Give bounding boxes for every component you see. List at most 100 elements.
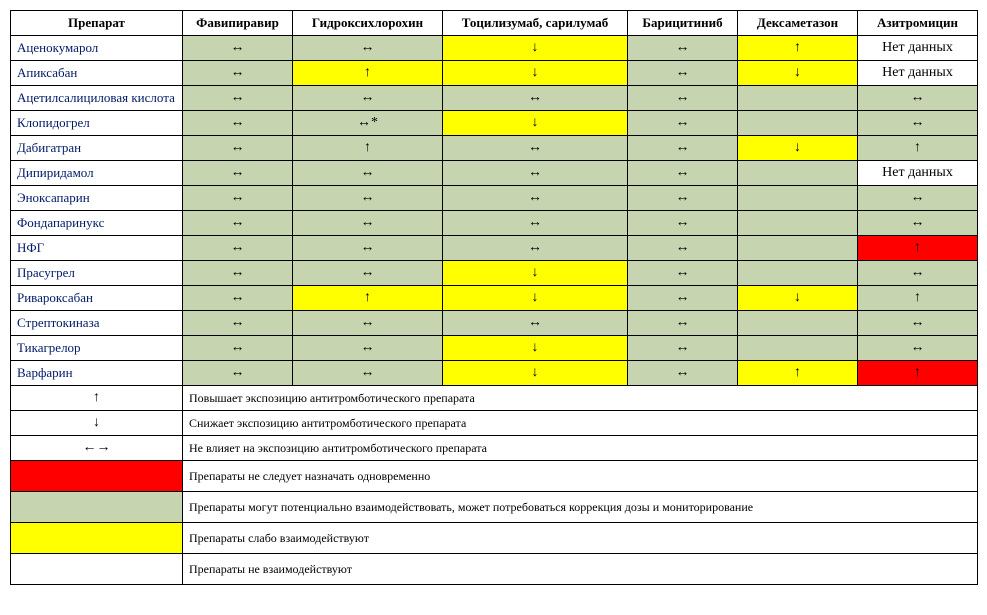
table-row: Дипиридамол↔↔↔↔Нет данных (11, 161, 978, 186)
drug-name-cell: Ацетилсалициловая кислота (11, 86, 183, 111)
drug-name-cell: Дипиридамол (11, 161, 183, 186)
interaction-cell: ↔ (628, 61, 738, 86)
interaction-cell: ↔ (858, 111, 978, 136)
interaction-cell: ↔ (628, 111, 738, 136)
legend-text: Препараты не взаимодействуют (183, 554, 978, 585)
interaction-cell: ↔ (183, 311, 293, 336)
interaction-cell: ↔* (293, 111, 443, 136)
interaction-cell: ↔ (183, 211, 293, 236)
interaction-cell: ↔ (293, 311, 443, 336)
interaction-cell (738, 236, 858, 261)
legend-row: Препараты не следует назначать одновреме… (11, 461, 978, 492)
interaction-cell (738, 336, 858, 361)
drug-name-cell: Аценокумарол (11, 36, 183, 61)
interaction-cell: ↔ (183, 61, 293, 86)
drug-name-cell: Дабигатран (11, 136, 183, 161)
interaction-cell: ↔ (628, 211, 738, 236)
col-header: Фавипиравир (183, 11, 293, 36)
drug-name-cell: Ривароксабан (11, 286, 183, 311)
interaction-cell: ↔ (443, 186, 628, 211)
interaction-cell: ↔ (293, 36, 443, 61)
interaction-cell: ↔ (443, 161, 628, 186)
interaction-cell: ↓ (443, 36, 628, 61)
interaction-cell: ↔ (183, 286, 293, 311)
interaction-cell: ↔ (628, 186, 738, 211)
interaction-cell: ↔ (858, 86, 978, 111)
interaction-cell: ↔ (443, 136, 628, 161)
drug-interaction-table: ПрепаратФавипиравирГидроксихлорохинТоцил… (10, 10, 978, 585)
interaction-cell: ↔ (443, 236, 628, 261)
interaction-cell: ↔ (628, 36, 738, 61)
col-header: Тоцилизумаб, сарилумаб (443, 11, 628, 36)
drug-name-cell: НФГ (11, 236, 183, 261)
interaction-cell (738, 86, 858, 111)
col-header-drug: Препарат (11, 11, 183, 36)
table-row: Фондапаринукс↔↔↔↔↔ (11, 211, 978, 236)
interaction-cell: ↔ (628, 311, 738, 336)
interaction-cell: ↓ (738, 61, 858, 86)
table-row: НФГ↔↔↔↔↑ (11, 236, 978, 261)
interaction-cell: ↔ (293, 361, 443, 386)
interaction-cell: ↔ (858, 186, 978, 211)
legend-text: Повышает экспозицию антитромботического … (183, 386, 978, 411)
interaction-cell: ↑ (293, 61, 443, 86)
table-header: ПрепаратФавипиравирГидроксихлорохинТоцил… (11, 11, 978, 36)
interaction-cell: ↔ (183, 86, 293, 111)
legend-text: Не влияет на экспозицию антитромботическ… (183, 436, 978, 461)
interaction-cell (738, 211, 858, 236)
interaction-cell: ↓ (443, 261, 628, 286)
interaction-cell: ↔ (628, 336, 738, 361)
interaction-cell (738, 261, 858, 286)
interaction-cell: ↔ (183, 361, 293, 386)
legend-row: Препараты могут потенциально взаимодейст… (11, 492, 978, 523)
interaction-cell: Нет данных (858, 161, 978, 186)
interaction-cell: ↔ (858, 311, 978, 336)
table-row: Ривароксабан↔↑↓↔↓↑ (11, 286, 978, 311)
interaction-cell: ↑ (738, 36, 858, 61)
interaction-cell: ↔ (183, 336, 293, 361)
interaction-cell: ↔ (293, 211, 443, 236)
table-row: Клопидогрел↔↔*↓↔↔ (11, 111, 978, 136)
interaction-cell: ↔ (628, 236, 738, 261)
interaction-cell: ↔ (628, 136, 738, 161)
table-row: Прасугрел↔↔↓↔↔ (11, 261, 978, 286)
interaction-cell: ↑ (858, 286, 978, 311)
legend-row: Препараты не взаимодействуют (11, 554, 978, 585)
interaction-cell: ↔ (183, 36, 293, 61)
interaction-cell: ↔ (183, 186, 293, 211)
col-header: Дексаметазон (738, 11, 858, 36)
interaction-cell: ↔ (293, 336, 443, 361)
table-row: Стрептокиназа↔↔↔↔↔ (11, 311, 978, 336)
interaction-cell: ↔ (183, 111, 293, 136)
legend-swatch (11, 523, 183, 554)
interaction-cell: ↔ (628, 161, 738, 186)
interaction-cell: ↔ (443, 211, 628, 236)
interaction-cell: ↓ (443, 111, 628, 136)
drug-name-cell: Фондапаринукс (11, 211, 183, 236)
interaction-cell: ↓ (443, 286, 628, 311)
legend-text: Препараты слабо взаимодействуют (183, 523, 978, 554)
legend-row: ↓Снижает экспозицию антитромботического … (11, 411, 978, 436)
drug-name-cell: Стрептокиназа (11, 311, 183, 336)
interaction-cell: ↔ (183, 136, 293, 161)
legend-symbol: ←→ (11, 436, 183, 461)
interaction-cell: ↑ (858, 136, 978, 161)
legend-row: ←→Не влияет на экспозицию антитромботиче… (11, 436, 978, 461)
interaction-cell (738, 111, 858, 136)
interaction-cell: ↓ (443, 336, 628, 361)
interaction-cell: ↑ (858, 361, 978, 386)
drug-name-cell: Эноксапарин (11, 186, 183, 211)
legend-swatch (11, 461, 183, 492)
legend-swatch (11, 492, 183, 523)
legend-symbol: ↓ (11, 411, 183, 436)
interaction-cell: ↔ (858, 336, 978, 361)
interaction-cell: Нет данных (858, 61, 978, 86)
drug-name-cell: Варфарин (11, 361, 183, 386)
interaction-cell: ↔ (293, 236, 443, 261)
interaction-cell: ↑ (293, 286, 443, 311)
legend-text: Препараты могут потенциально взаимодейст… (183, 492, 978, 523)
table-row: Аценокумарол↔↔↓↔↑Нет данных (11, 36, 978, 61)
interaction-cell: ↔ (293, 186, 443, 211)
table-row: Варфарин↔↔↓↔↑↑ (11, 361, 978, 386)
legend-symbol: ↑ (11, 386, 183, 411)
